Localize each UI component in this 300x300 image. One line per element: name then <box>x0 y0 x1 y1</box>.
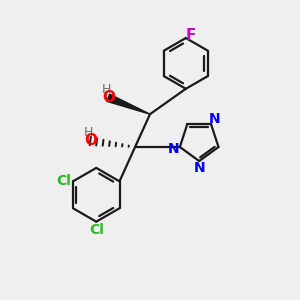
Text: H: H <box>84 126 94 139</box>
Text: N: N <box>194 160 205 175</box>
Text: Cl: Cl <box>56 174 71 188</box>
Text: F: F <box>186 28 196 43</box>
Text: N: N <box>209 112 221 126</box>
Text: O: O <box>102 90 115 105</box>
Text: Cl: Cl <box>89 223 104 237</box>
Polygon shape <box>107 94 150 114</box>
Text: H: H <box>102 83 111 96</box>
Text: O: O <box>84 133 98 148</box>
Text: N: N <box>168 142 179 156</box>
